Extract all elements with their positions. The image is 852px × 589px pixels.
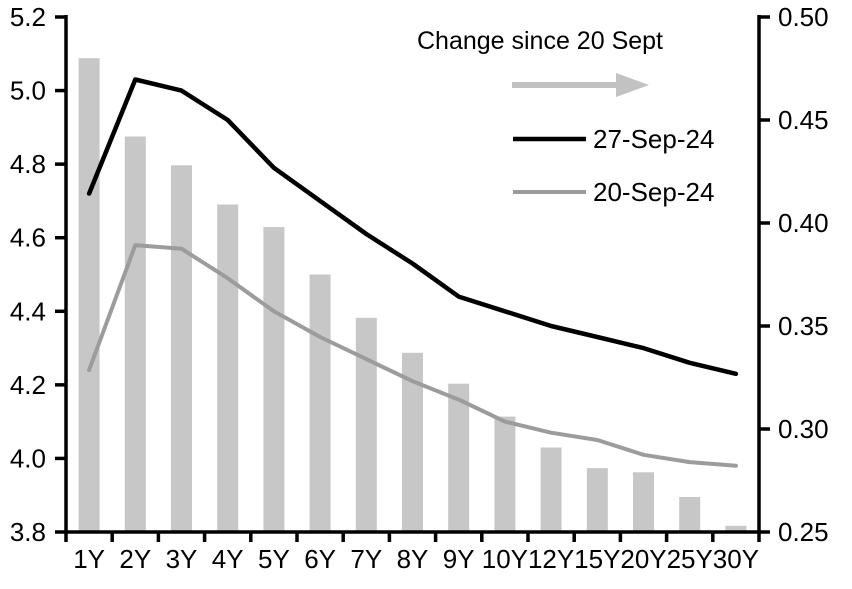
bar [540,447,562,532]
right-axis-tick-label: 0.35 [778,311,829,341]
left-axis-tick-label: 4.2 [10,370,46,400]
bar [171,165,192,533]
bar [309,274,331,532]
bar [217,204,239,532]
x-category-label: 12Y [528,544,574,574]
bar [448,383,470,532]
bar [124,136,146,532]
bar [402,352,423,532]
axes-layer [55,15,770,542]
bar [494,416,516,532]
series-line-20-Sep-24 [87,243,738,468]
legend-bar-series-label: Change since 20 Sept [417,27,663,55]
legend-line1-label: 27-Sep-24 [593,124,714,154]
x-category-label: 25Y [667,544,713,574]
x-category-label: 10Y [482,544,528,574]
left-axis-tick-label: 4.6 [10,223,46,253]
left-axis-tick-label: 4.8 [10,149,46,179]
left-axis-tick-label: 4.4 [10,296,46,326]
left-axis-tick-label: 4.0 [10,443,46,473]
right-axis-tick-label: 0.30 [778,414,829,444]
x-category-label: 20Y [620,544,666,574]
x-category-label: 8Y [397,544,429,574]
left-axis-tick-label: 5.0 [10,76,46,106]
right-axis-tick-label: 0.45 [778,105,829,135]
bar [679,497,701,532]
bar [633,472,654,532]
x-category-label: 1Y [73,544,105,574]
legend: Change since 20 Sept 27-Sep-24 20-Sep-24 [417,27,714,207]
right-arrow-icon [512,73,649,97]
bar [355,317,377,532]
legend-key-samples [513,136,586,194]
series-line-27-Sep-24 [86,77,739,377]
x-category-label: 3Y [166,544,198,574]
bar [586,468,608,532]
right-axis-tick-label: 0.50 [778,2,829,32]
x-category-label: 2Y [119,544,151,574]
bars-layer [78,58,747,533]
right-axis-tick-label: 0.25 [778,517,829,547]
x-category-label: 30Y [713,544,759,574]
left-axis-tick-label: 3.8 [10,517,46,547]
x-category-label: 9Y [443,544,475,574]
legend-line2-label: 20-Sep-24 [593,177,714,207]
x-category-label: 15Y [574,544,620,574]
bar [78,58,100,532]
lines-layer [86,77,739,468]
x-category-label: 4Y [212,544,244,574]
bar [725,525,747,532]
right-axis-tick-label: 0.40 [778,208,829,238]
x-category-label: 7Y [350,544,382,574]
x-category-label: 6Y [304,544,336,574]
x-category-label: 5Y [258,544,290,574]
axis-labels-layer: 5.2 5.0 4.8 4.6 4.4 4.2 4.0 3.8 0.50 0.45 0.40 0.35… [10,2,829,574]
bar [263,227,285,532]
left-axis-tick-label: 5.2 [10,2,46,32]
